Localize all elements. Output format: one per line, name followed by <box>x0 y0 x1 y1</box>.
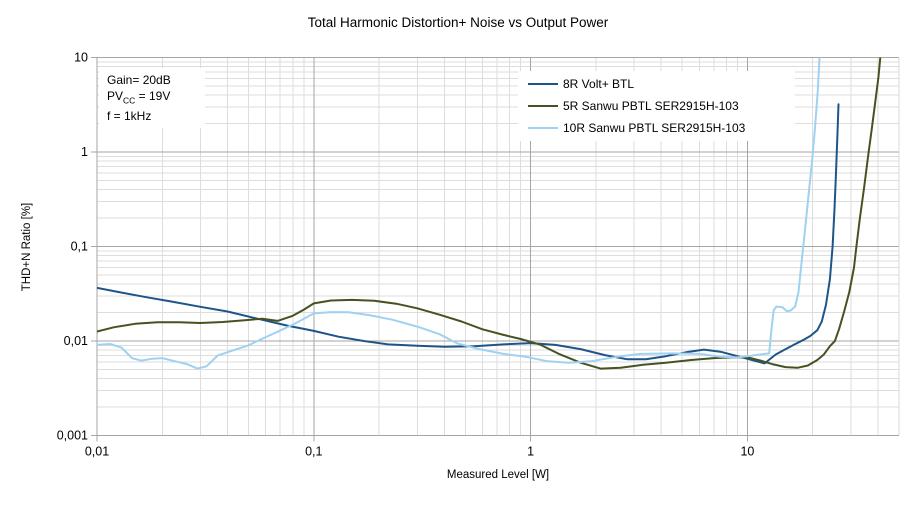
legend-line-sample <box>528 105 558 107</box>
annotation-line-freq: f = 1kHz <box>107 109 152 124</box>
legend-item-10r: 10R Sanwu PBTL SER2915H-103 <box>528 117 795 139</box>
legend-item-8r: 8R Volt+ BTL <box>528 73 795 95</box>
legend-label: 8R Volt+ BTL <box>563 77 635 91</box>
x-tick-label: 1 <box>527 445 534 459</box>
series-line-8r-volt-btl <box>97 103 840 365</box>
annotation-line-pvcc: PVCC = 19V <box>107 89 171 106</box>
y-tick-label: 0,001 <box>57 429 88 443</box>
legend: 8R Volt+ BTL 5R Sanwu PBTL SER2915H-103 … <box>518 71 795 141</box>
series-line-10r-sanwu-pbtl-ser2915h-103 <box>97 57 821 370</box>
tick-labels: 10 1 0,1 0,01 0,001 0,01 0,1 1 10 <box>57 51 755 459</box>
x-tick-label: 0,01 <box>85 445 109 459</box>
y-axis-title: THD+N Ratio [%] <box>21 202 33 292</box>
y-tick-label: 0,1 <box>71 240 88 254</box>
legend-line-sample <box>528 127 558 129</box>
annotation-line-gain: Gain= 20dB <box>107 73 171 87</box>
x-tick-label: 0,1 <box>305 445 322 459</box>
annotation-box: Gain= 20dB PVCC = 19V f = 1kHz <box>99 68 205 129</box>
chart-title: Total Harmonic Distortion+ Noise vs Outp… <box>307 15 609 30</box>
series-line-5r-sanwu-pbtl-ser2915h-103 <box>97 57 882 370</box>
x-tick-label: 10 <box>740 445 754 459</box>
legend-label: 10R Sanwu PBTL SER2915H-103 <box>563 121 746 135</box>
legend-line-sample <box>528 83 558 85</box>
series-lines <box>97 57 882 370</box>
axes <box>91 57 899 442</box>
y-tick-label: 0,01 <box>64 334 88 348</box>
y-tick-label: 1 <box>81 145 88 159</box>
legend-label: 5R Sanwu PBTL SER2915H-103 <box>563 99 739 113</box>
y-tick-label: 10 <box>74 51 88 65</box>
x-axis-title: Measured Level [W] <box>446 469 550 481</box>
legend-item-5r: 5R Sanwu PBTL SER2915H-103 <box>528 95 795 117</box>
